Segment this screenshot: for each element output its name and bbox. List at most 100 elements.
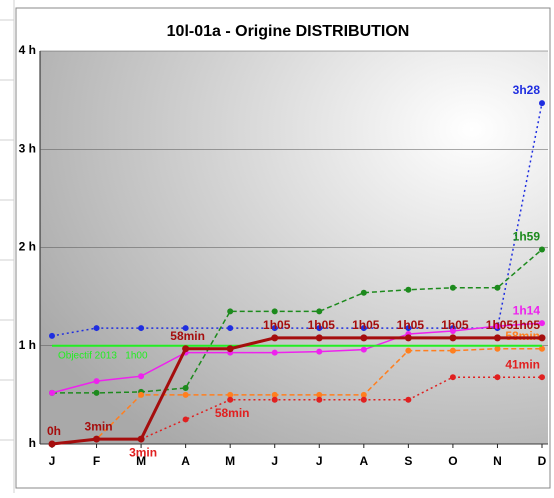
point — [360, 396, 367, 403]
point — [138, 325, 145, 332]
point — [360, 334, 368, 342]
point — [449, 284, 456, 291]
data-label: 1h05 — [441, 318, 469, 332]
point — [271, 396, 278, 403]
y-tick-label: h — [29, 436, 36, 450]
data-label: 58min — [215, 406, 250, 420]
point — [227, 325, 234, 332]
point — [271, 391, 278, 398]
x-tick-label: O — [448, 454, 457, 468]
chart-title: 10l-01a - Origine DISTRIBUTION — [167, 23, 410, 40]
data-label: 1h59 — [513, 230, 541, 244]
point — [449, 347, 456, 354]
data-label: 1h14 — [513, 303, 541, 317]
point — [404, 334, 412, 342]
point — [271, 349, 278, 356]
data-label: 1h05 — [486, 318, 514, 332]
point — [494, 323, 501, 330]
series-line — [51, 322, 543, 394]
point — [138, 391, 145, 398]
series-line — [51, 102, 543, 337]
data-label: 1h05 — [397, 318, 425, 332]
point — [316, 325, 323, 332]
point — [316, 391, 323, 398]
series-line — [52, 248, 543, 394]
point — [93, 435, 101, 443]
point — [137, 435, 145, 443]
point — [360, 391, 367, 398]
x-tick-label: A — [181, 454, 190, 468]
x-tick-label: N — [493, 454, 502, 468]
point — [494, 345, 501, 352]
x-tick-label: J — [49, 454, 56, 468]
data-label: 0h — [47, 424, 61, 438]
point — [539, 246, 545, 253]
point — [405, 347, 412, 354]
point — [405, 396, 412, 403]
point — [227, 391, 234, 398]
y-tick-label: 2 h — [19, 240, 36, 254]
y-tick-label: 3 h — [19, 141, 36, 155]
point — [449, 328, 456, 335]
point — [316, 396, 323, 403]
point — [539, 320, 545, 327]
series-line — [51, 336, 542, 446]
x-tick-label: A — [359, 454, 368, 468]
point — [449, 374, 456, 381]
point — [93, 378, 100, 385]
point — [538, 334, 546, 342]
y-tick-label: 1 h — [19, 338, 36, 352]
point — [182, 391, 189, 398]
data-label: 1h05 — [352, 318, 380, 332]
point — [182, 325, 189, 332]
x-tick-label: S — [404, 454, 412, 468]
point — [182, 384, 189, 391]
point — [539, 100, 545, 107]
y-tick-label: 4 h — [19, 43, 36, 57]
x-tick-label: D — [538, 454, 547, 468]
data-label: 3min — [85, 419, 113, 433]
data-label: 3h28 — [513, 83, 541, 97]
point — [93, 389, 100, 396]
point — [405, 325, 412, 332]
x-tick-label: F — [93, 454, 100, 468]
data-label: 1h05 — [513, 318, 541, 332]
point — [182, 416, 189, 423]
data-label: 58min — [170, 329, 205, 343]
point — [48, 440, 56, 448]
point — [405, 286, 412, 293]
data-label: 1h05 — [308, 318, 336, 332]
point — [539, 374, 545, 381]
x-tick-label: M — [136, 454, 146, 468]
point — [494, 284, 501, 291]
point — [316, 348, 323, 355]
point — [315, 334, 323, 342]
point — [316, 308, 323, 315]
x-tick-label: J — [316, 454, 323, 468]
point — [182, 345, 190, 353]
x-tick-label: M — [225, 454, 235, 468]
data-label: 1h05 — [263, 318, 291, 332]
data-label: 3min — [129, 445, 157, 459]
point — [227, 396, 234, 403]
point — [226, 345, 234, 353]
point — [93, 325, 100, 332]
point — [493, 334, 501, 342]
point — [271, 325, 278, 332]
point — [49, 389, 55, 396]
sheet-grid — [0, 0, 15, 493]
point — [271, 308, 278, 315]
point — [449, 334, 457, 342]
point — [360, 289, 367, 296]
series-line — [51, 347, 542, 445]
point — [49, 332, 55, 339]
point — [360, 346, 367, 353]
point — [138, 373, 145, 380]
point — [227, 308, 234, 315]
series-label: Objectif 2013 1h00 — [58, 350, 148, 361]
point — [539, 345, 545, 352]
data-label: 41min — [505, 357, 540, 371]
x-tick-label: J — [271, 454, 278, 468]
